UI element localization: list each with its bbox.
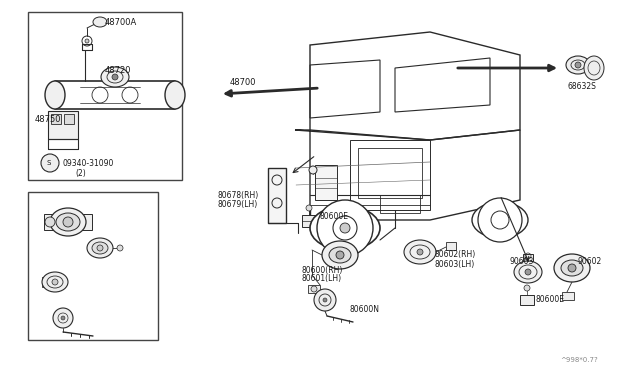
- Bar: [51, 114, 61, 124]
- Bar: [80, 214, 92, 230]
- Text: 80600E: 80600E: [536, 295, 565, 305]
- Ellipse shape: [329, 247, 351, 263]
- Ellipse shape: [42, 272, 68, 292]
- Text: 68632S: 68632S: [568, 81, 597, 90]
- Text: 80603(LH): 80603(LH): [435, 260, 476, 269]
- Ellipse shape: [92, 242, 108, 254]
- Ellipse shape: [101, 67, 129, 87]
- Circle shape: [317, 200, 373, 256]
- Text: 80602(RH): 80602(RH): [435, 250, 476, 260]
- Circle shape: [336, 251, 344, 259]
- Ellipse shape: [561, 260, 583, 276]
- Ellipse shape: [87, 238, 113, 258]
- Ellipse shape: [93, 17, 107, 27]
- Text: 80600E: 80600E: [320, 212, 349, 221]
- Ellipse shape: [45, 217, 55, 227]
- Ellipse shape: [514, 261, 542, 283]
- Circle shape: [117, 245, 123, 251]
- Ellipse shape: [472, 202, 528, 238]
- Text: 90603: 90603: [510, 257, 534, 266]
- Text: 09340-31090: 09340-31090: [62, 158, 113, 167]
- Ellipse shape: [56, 213, 80, 231]
- Circle shape: [61, 316, 65, 320]
- Text: 48700: 48700: [230, 77, 257, 87]
- Ellipse shape: [45, 81, 65, 109]
- Bar: [520, 295, 534, 305]
- Text: 80678(RH): 80678(RH): [218, 190, 259, 199]
- Bar: [523, 254, 533, 264]
- Bar: [350, 140, 430, 210]
- Bar: [28, 12, 182, 180]
- Bar: [48, 111, 78, 139]
- Ellipse shape: [404, 240, 436, 264]
- Bar: [64, 114, 74, 124]
- Text: 90602: 90602: [578, 257, 602, 266]
- Circle shape: [340, 223, 350, 233]
- Circle shape: [97, 245, 103, 251]
- Circle shape: [53, 308, 73, 328]
- Ellipse shape: [584, 56, 604, 80]
- Circle shape: [323, 298, 327, 302]
- Circle shape: [417, 249, 423, 255]
- Bar: [268, 168, 286, 223]
- Bar: [42, 277, 50, 287]
- Circle shape: [306, 205, 312, 211]
- Text: S: S: [46, 160, 51, 166]
- Bar: [28, 192, 158, 340]
- Circle shape: [311, 286, 317, 292]
- Circle shape: [478, 198, 522, 242]
- Circle shape: [314, 289, 336, 311]
- Bar: [574, 58, 582, 64]
- Text: 48720: 48720: [105, 65, 131, 74]
- Text: 80600(RH): 80600(RH): [302, 266, 344, 275]
- Circle shape: [524, 285, 530, 291]
- Ellipse shape: [322, 241, 358, 269]
- Ellipse shape: [50, 208, 86, 236]
- Ellipse shape: [165, 81, 185, 109]
- Ellipse shape: [554, 254, 590, 282]
- Text: ^998*0.7?: ^998*0.7?: [560, 357, 598, 363]
- Circle shape: [85, 39, 89, 43]
- Bar: [308, 285, 320, 293]
- Ellipse shape: [310, 206, 380, 250]
- Bar: [358, 148, 422, 198]
- Circle shape: [575, 62, 581, 68]
- Text: 80601(LH): 80601(LH): [302, 275, 342, 283]
- Circle shape: [112, 74, 118, 80]
- Bar: [562, 292, 574, 300]
- Text: 48750: 48750: [35, 115, 61, 124]
- Bar: [302, 215, 316, 227]
- Circle shape: [525, 269, 531, 275]
- Bar: [380, 195, 420, 213]
- Circle shape: [568, 264, 576, 272]
- Bar: [446, 242, 456, 250]
- Text: 80600N: 80600N: [350, 305, 380, 314]
- Text: 48700A: 48700A: [105, 17, 137, 26]
- Text: 80679(LH): 80679(LH): [218, 199, 259, 208]
- Circle shape: [63, 217, 73, 227]
- Text: (2): (2): [75, 169, 86, 177]
- Ellipse shape: [566, 56, 590, 74]
- Circle shape: [52, 279, 58, 285]
- Bar: [44, 214, 56, 230]
- Bar: [315, 165, 337, 200]
- Circle shape: [41, 154, 59, 172]
- Circle shape: [309, 166, 317, 174]
